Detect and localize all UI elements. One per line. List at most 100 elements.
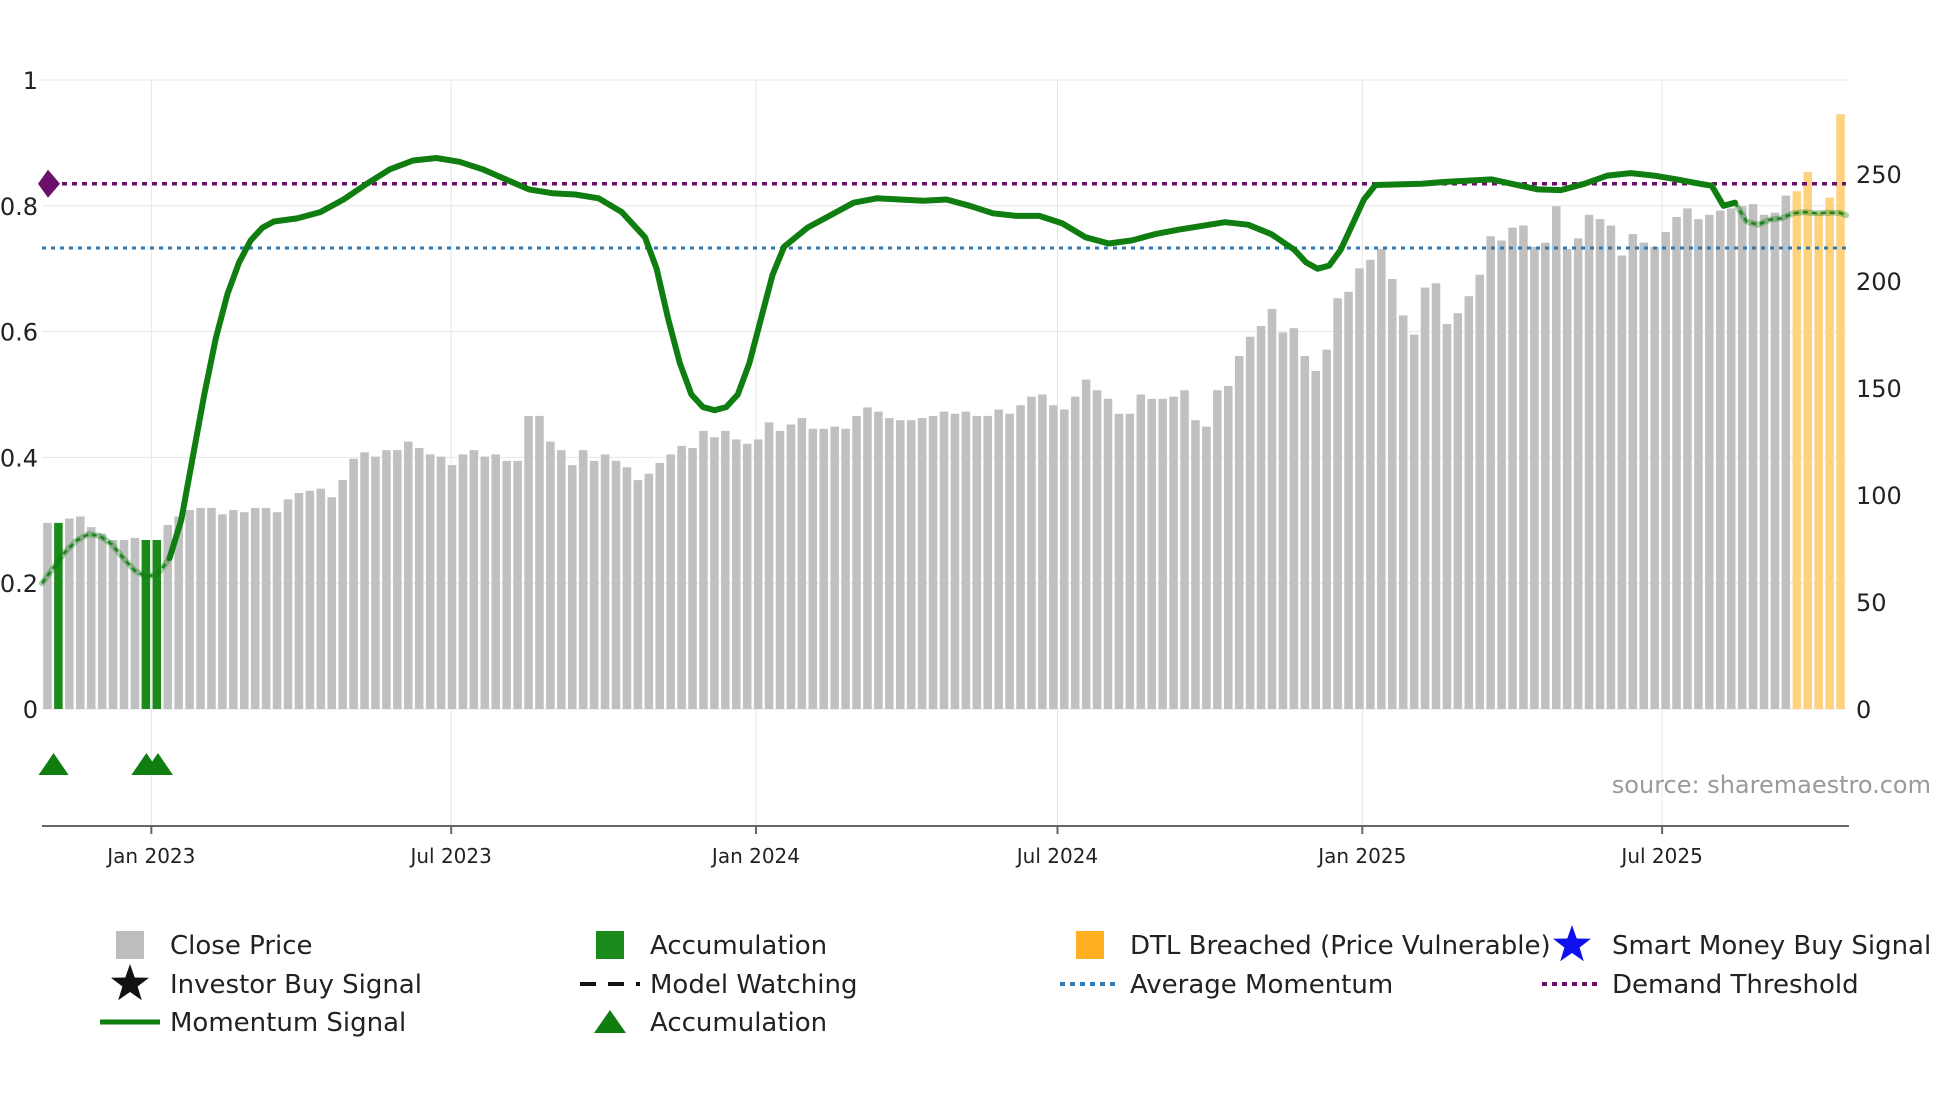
close-price-bar (1541, 242, 1550, 709)
close-price-bar (1683, 208, 1692, 709)
legend-star-icon (1553, 925, 1591, 962)
close-price-bar (1333, 298, 1342, 709)
close-price-bar (1191, 420, 1200, 709)
accumulation-triangle (38, 753, 69, 775)
close-price-bar (1147, 398, 1156, 709)
legend-label: Accumulation (650, 1008, 827, 1038)
close-price-bar (1628, 234, 1638, 710)
accumulation-bar (152, 539, 162, 709)
momentum-signal (39, 155, 1849, 587)
close-price-bar (1497, 240, 1506, 709)
close-price-bar (983, 415, 992, 709)
close-price-bar (1694, 219, 1703, 709)
axes: Jan 2023 Jul 2023 Jan 2024 Jul 2024 Jan 2025… (0, 67, 1902, 868)
close-price-bar (240, 512, 249, 709)
close-price-bar (699, 430, 708, 709)
close-price-bar (1595, 219, 1605, 709)
close-price-bar (753, 439, 763, 709)
close-price-bar (1420, 287, 1430, 709)
dtl-breached-bar (1803, 172, 1812, 709)
dtl-breached-bar (1814, 212, 1823, 709)
close-price-bar (469, 450, 479, 709)
left-tick-label: 0.2 (0, 570, 38, 598)
close-price-bar (1781, 195, 1791, 710)
dtl-breached-bar (1825, 197, 1834, 710)
legend-item: Average Momentum (1060, 970, 1393, 1000)
close-price-bar (1038, 394, 1047, 709)
close-price-bar (786, 424, 796, 709)
close-price-bar (1344, 291, 1353, 709)
legend-item: Momentum Signal (100, 1008, 406, 1038)
close-price-bar (688, 448, 697, 709)
legend-item: Accumulation (594, 1008, 827, 1038)
left-tick-label: 0.6 (0, 319, 38, 347)
close-price-bar (349, 458, 358, 709)
close-price-bar (1398, 315, 1408, 709)
legend-square-icon (1076, 931, 1104, 959)
close-price-bar (207, 507, 216, 709)
legend-item: Demand Threshold (1542, 970, 1859, 1000)
close-price-bar (863, 407, 872, 709)
close-price-bar (939, 411, 949, 709)
close-price-bar (305, 490, 315, 709)
close-price-bar (1737, 206, 1747, 709)
close-price-bar (1716, 210, 1725, 709)
close-price-bar (797, 418, 807, 709)
x-tick-label: Jul 2025 (1619, 844, 1702, 868)
close-price-bar (1726, 208, 1736, 709)
close-price-bar (1300, 356, 1310, 709)
close-price-bar (1355, 268, 1364, 709)
close-price-bar (43, 522, 52, 709)
legend-square-icon (116, 931, 144, 959)
close-price-bar (1081, 379, 1091, 709)
close-price-bar (174, 516, 183, 709)
legend-item: Smart Money Buy Signal (1553, 925, 1931, 962)
close-price-bar (1672, 216, 1681, 709)
close-price-bar (1639, 242, 1648, 709)
close-price-bar (1224, 385, 1233, 709)
close-price-bar (928, 415, 938, 709)
close-price-bar (1136, 394, 1146, 709)
momentum-line (166, 155, 1738, 561)
close-price-bar (163, 525, 172, 709)
close-price-bar (917, 418, 927, 709)
close-price-bar (1049, 405, 1058, 709)
close-price-bar (1114, 413, 1124, 709)
close-price-bar (1169, 396, 1178, 709)
close-price-bar (1125, 413, 1135, 709)
close-price-bar (557, 450, 566, 709)
close-price-bar (491, 454, 500, 709)
price-bars (43, 114, 1845, 710)
close-price-bar (250, 507, 260, 709)
close-price-bar (808, 428, 818, 709)
close-price-bar (1027, 396, 1036, 709)
close-price-bar (961, 411, 971, 709)
close-price-bar (972, 415, 982, 709)
legend-item: Model Watching (580, 970, 857, 1000)
x-tick-label: Jul 2024 (1015, 844, 1098, 868)
close-price-bar (316, 488, 326, 709)
close-price-bar (1234, 356, 1244, 709)
left-tick-label: 0 (23, 696, 38, 724)
legend-label: Momentum Signal (170, 1008, 406, 1038)
legend-label: Demand Threshold (1612, 970, 1859, 1000)
left-tick-label: 1 (23, 67, 38, 95)
right-tick-label: 0 (1856, 696, 1871, 724)
close-price-bar (1552, 206, 1561, 709)
close-price-bar (327, 497, 336, 709)
source-label: source: sharemaestro.com (1612, 771, 1931, 799)
close-price-bar (578, 450, 588, 709)
close-price-bar (764, 422, 774, 709)
close-price-bar (874, 411, 883, 709)
close-price-bar (404, 441, 413, 709)
close-price-bar (950, 413, 960, 709)
x-tick-label: Jul 2023 (408, 844, 491, 868)
legend-label: DTL Breached (Price Vulnerable) (1130, 931, 1551, 961)
close-price-bar (1475, 274, 1484, 709)
close-price-bar (1453, 313, 1463, 709)
legend-label: Accumulation (650, 931, 827, 961)
close-price-bar (1562, 249, 1572, 709)
close-price-bar (1256, 326, 1266, 709)
legend-star-icon (111, 964, 149, 1001)
close-price-bar (1103, 398, 1113, 709)
